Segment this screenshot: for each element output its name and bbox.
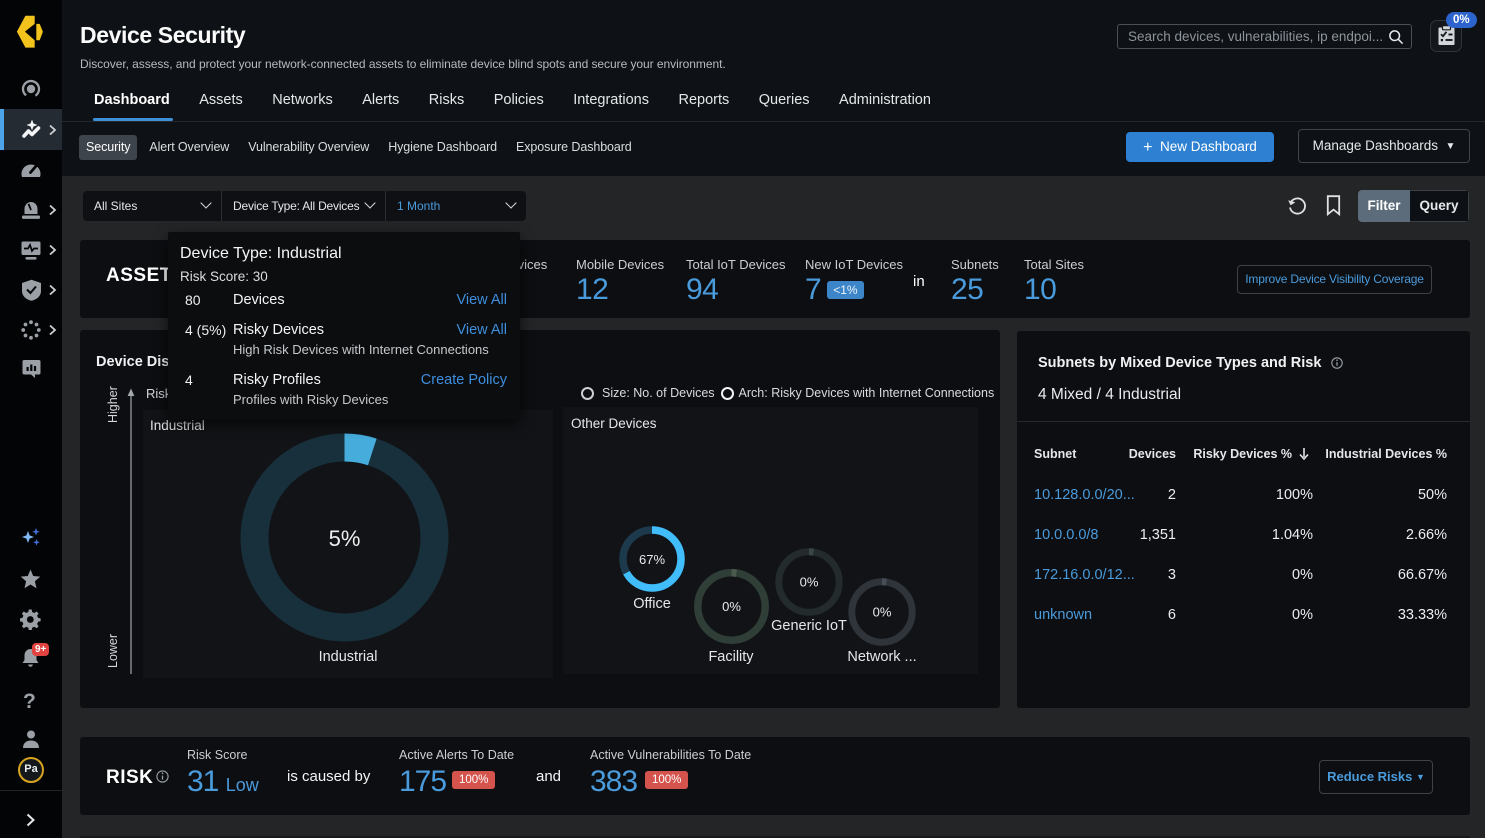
svg-text:0%: 0% (873, 605, 892, 620)
svg-text:0%: 0% (800, 575, 819, 590)
svg-text:0%: 0% (722, 599, 741, 614)
svg-text:67%: 67% (639, 552, 665, 567)
svg-text:5%: 5% (329, 526, 361, 551)
